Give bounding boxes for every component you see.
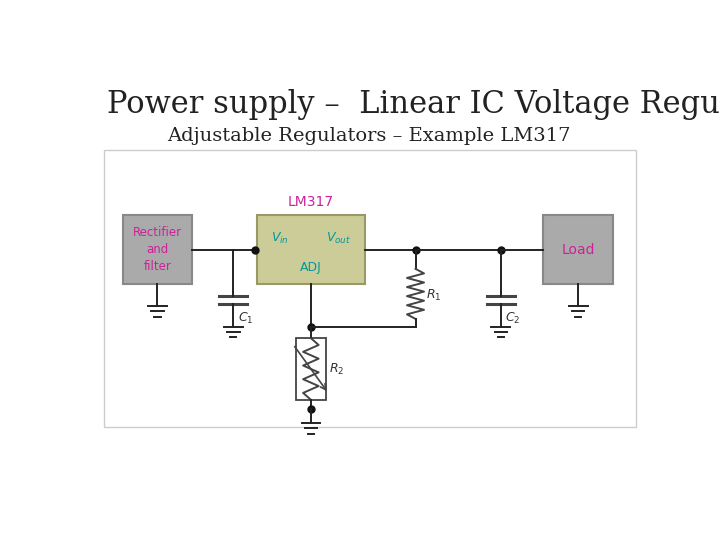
Bar <box>544 215 613 284</box>
Text: Load: Load <box>562 242 595 256</box>
Text: $V_{out}$: $V_{out}$ <box>326 231 351 246</box>
Bar <box>122 215 192 284</box>
Bar <box>104 150 636 427</box>
Text: Rectifier
and
filter: Rectifier and filter <box>133 226 182 273</box>
Text: Power supply –  Linear IC Voltage Regulators: Power supply – Linear IC Voltage Regulat… <box>107 89 720 120</box>
Text: Adjustable Regulators – Example LM317: Adjustable Regulators – Example LM317 <box>167 127 571 145</box>
Text: $R_1$: $R_1$ <box>426 288 442 303</box>
Text: LM317: LM317 <box>288 195 334 209</box>
Text: $C_2$: $C_2$ <box>505 312 521 327</box>
Text: $R_2$: $R_2$ <box>330 361 345 376</box>
Text: $V_{in}$: $V_{in}$ <box>271 231 289 246</box>
Text: ADJ: ADJ <box>300 261 322 274</box>
Bar <box>256 215 365 284</box>
Text: $C_1$: $C_1$ <box>238 312 253 327</box>
Bar <box>296 338 325 400</box>
